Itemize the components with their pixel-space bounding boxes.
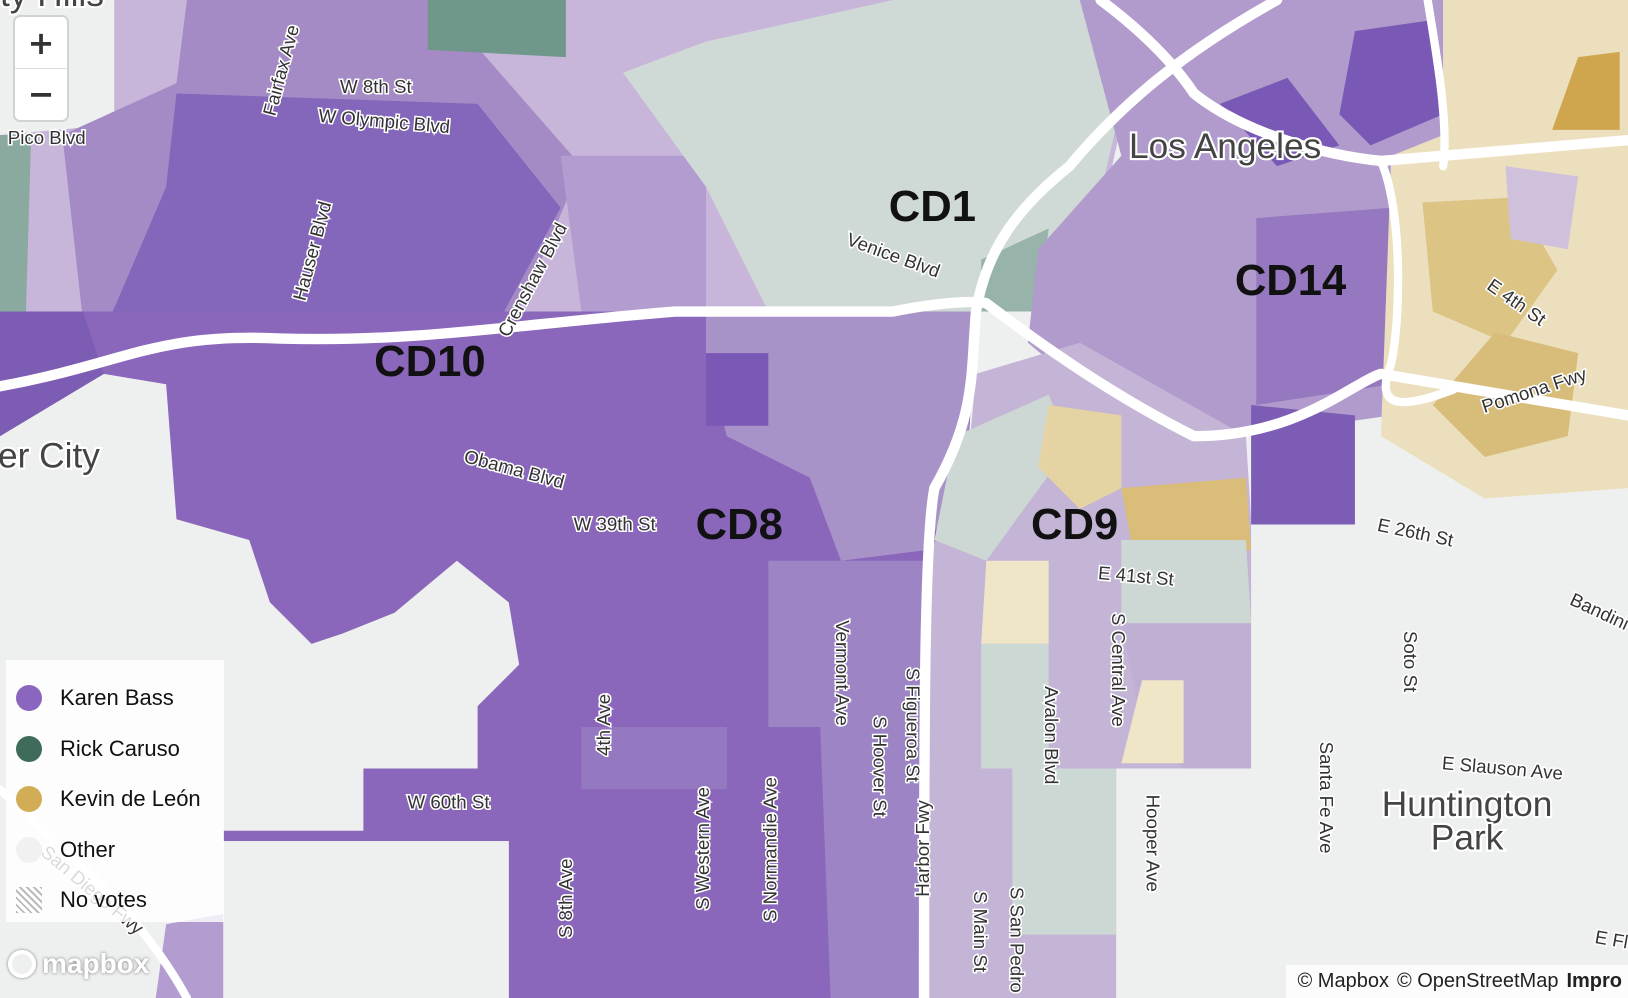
place-label-line: Park <box>1431 818 1504 857</box>
street-label: S Western Ave <box>692 787 713 910</box>
place-label: Los Angeles <box>1129 127 1321 166</box>
legend-label: Kevin de León <box>60 786 201 811</box>
mapbox-logo[interactable]: mapbox <box>8 948 149 980</box>
zoom-control: + − <box>15 17 67 120</box>
legend-label: Rick Caruso <box>60 735 180 761</box>
zoom-out-button[interactable]: − <box>15 68 67 119</box>
street-label: Avalon Blvd <box>1041 686 1062 784</box>
district-label: CD9 <box>1031 501 1118 549</box>
legend-item: Other <box>16 835 115 865</box>
street-label: Santa Fe Ave <box>1316 742 1337 854</box>
logo-text: mapbox <box>42 948 150 979</box>
district-label: CD1 <box>889 183 976 231</box>
street-label: W 60th St <box>408 792 491 813</box>
street-label: S San Pedro <box>1006 887 1027 993</box>
attribution: © Mapbox © OpenStreetMap Impro <box>1285 965 1628 998</box>
street-label: S 8th Ave <box>555 858 576 938</box>
street-label: S Main St <box>970 891 991 973</box>
street-label: Pico Blvd <box>8 127 86 148</box>
legend-item: No votes <box>16 885 147 915</box>
street-label: S Hoover St <box>869 716 890 818</box>
legend-item: Rick Caruso <box>16 734 180 764</box>
legend-label: Karen Bass <box>60 685 174 710</box>
street-label: Harbor Fwy <box>912 800 933 897</box>
legend-label: Other <box>60 836 116 862</box>
street-label: Hooper Ave <box>1142 795 1163 892</box>
attribution-link[interactable]: © OpenStreetMap <box>1396 970 1559 992</box>
street-label: W 39th St <box>574 513 657 534</box>
place-label: ty Hills <box>0 0 104 14</box>
labels: ty Hills Los Angeles er City HuntingtonP… <box>0 0 1555 860</box>
district-label: CD10 <box>374 338 485 386</box>
street-label: S Central Ave <box>1108 613 1129 727</box>
place-label: er City <box>0 436 100 475</box>
legend-swatch <box>16 685 42 711</box>
legend-swatch <box>16 836 42 863</box>
attribution-link[interactable]: Impro <box>1566 970 1622 992</box>
district-label: CD14 <box>1235 257 1347 305</box>
logo-icon <box>8 950 36 978</box>
street-label: S Figueroa St <box>903 668 924 783</box>
legend-swatch <box>16 887 42 913</box>
attribution-link[interactable]: © Mapbox <box>1297 970 1389 992</box>
street-label: Vermont Ave <box>832 620 853 726</box>
legend-item: Kevin de León <box>16 784 201 814</box>
legend-swatch <box>16 735 42 762</box>
legend-swatch <box>16 786 42 812</box>
street-label: W 8th St <box>340 76 412 97</box>
street-label: S Normandie Ave <box>759 777 780 922</box>
legend-label: No votes <box>60 887 147 912</box>
zoom-in-button[interactable]: + <box>15 17 67 68</box>
street-label: 4th Ave <box>593 694 614 756</box>
street-label: Soto St <box>1400 631 1421 693</box>
place-label: Huntington Park <box>1382 785 1553 857</box>
place-label-line: Huntington <box>1382 785 1553 824</box>
legend: Karen Bass Rick Caruso Kevin de León Other N… <box>6 660 224 922</box>
district-label: CD8 <box>696 501 783 549</box>
legend-item: Karen Bass <box>16 683 174 713</box>
